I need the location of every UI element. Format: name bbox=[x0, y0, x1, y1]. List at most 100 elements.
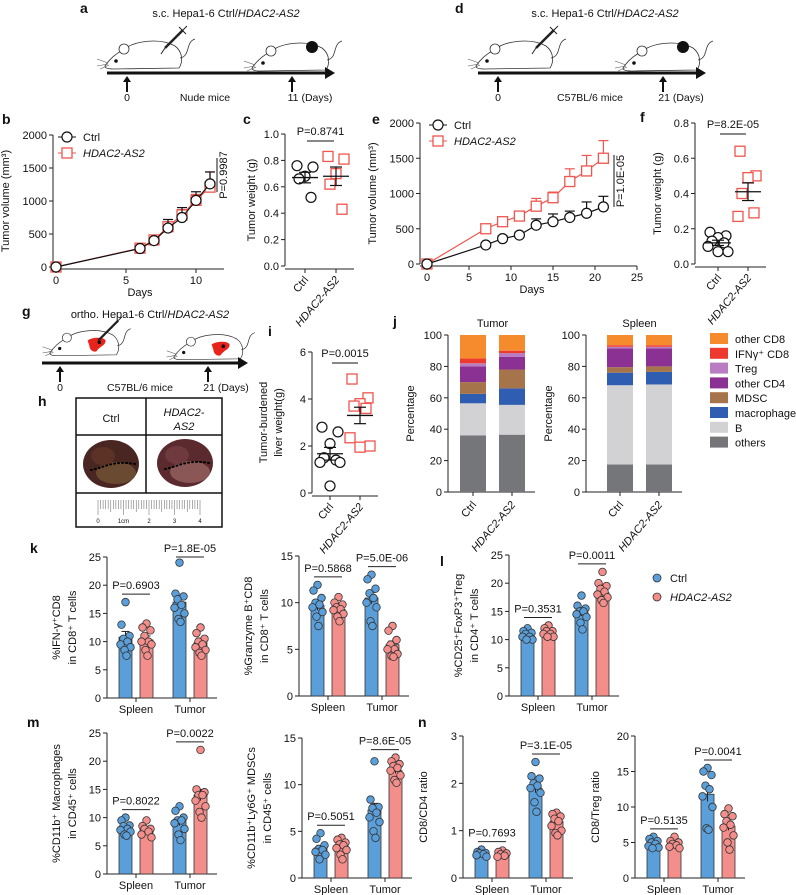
data-point bbox=[335, 617, 344, 626]
data-point bbox=[720, 809, 729, 819]
legend-swatch bbox=[710, 362, 728, 374]
data-point bbox=[318, 607, 327, 617]
mouse-eye bbox=[485, 59, 489, 63]
data-point bbox=[312, 834, 321, 843]
legend-swatch bbox=[710, 421, 728, 433]
data-point bbox=[201, 802, 210, 811]
day-end-label: 21 (Days) bbox=[203, 382, 249, 394]
x-tick-label: 15 bbox=[547, 272, 559, 284]
stack-segment-other-cd4 bbox=[460, 366, 486, 383]
y-tick-label: 10 bbox=[284, 780, 296, 792]
x-category-label: Tumor bbox=[174, 704, 206, 716]
data-point bbox=[50, 261, 62, 273]
ruler-label: 4 bbox=[198, 519, 202, 525]
data-point bbox=[547, 192, 559, 204]
data-point bbox=[396, 771, 405, 780]
data-point bbox=[180, 609, 189, 618]
mouse-body bbox=[173, 334, 244, 361]
ruler-label: 1cm bbox=[118, 519, 129, 525]
data-point bbox=[363, 575, 372, 584]
y-tick-label: 0 bbox=[95, 693, 101, 705]
data-point bbox=[324, 178, 336, 190]
legend-swatch bbox=[710, 407, 728, 418]
y-tick-label: 100 bbox=[424, 330, 442, 342]
data-point bbox=[138, 623, 147, 632]
x-category-label: Ctrl bbox=[291, 274, 311, 295]
y-axis-label: Tumor volume (mm³) bbox=[367, 142, 379, 244]
p-value: P=0.7693 bbox=[468, 828, 515, 840]
data-point bbox=[482, 852, 491, 861]
data-point bbox=[513, 229, 526, 241]
p-value: P=0.5135 bbox=[640, 815, 687, 827]
mouse-tail bbox=[550, 38, 567, 59]
arrow-head bbox=[494, 76, 502, 82]
x-category-label: Ctrl bbox=[459, 499, 479, 520]
x-tick-label: 5 bbox=[466, 272, 472, 284]
mouse-body bbox=[104, 40, 183, 70]
data-point bbox=[372, 808, 381, 817]
legend-label-treat: HDAC2-AS2 bbox=[83, 148, 145, 160]
data-point bbox=[389, 652, 398, 661]
legend-label: other CD4 bbox=[735, 378, 785, 390]
x-category-label: Tumor bbox=[530, 884, 562, 895]
data-point bbox=[177, 816, 186, 825]
p-value: P=0.0022 bbox=[166, 728, 213, 740]
data-point bbox=[308, 603, 317, 612]
p-value: P=0.8741 bbox=[297, 126, 344, 138]
data-point bbox=[198, 790, 207, 800]
mouse-start bbox=[96, 25, 196, 70]
data-point bbox=[370, 757, 379, 766]
arrow-head bbox=[659, 76, 667, 82]
y-tick-label: 0 bbox=[287, 691, 293, 703]
p-value: P=3.1E-05 bbox=[520, 740, 572, 752]
column-header-ctrl: Ctrl bbox=[102, 413, 119, 425]
y-axis-label: Tumor-burdened bbox=[258, 382, 270, 464]
y-tick-label: 500 bbox=[396, 224, 414, 236]
stack-segment-treg bbox=[499, 353, 525, 357]
data-point bbox=[291, 160, 303, 172]
stack-segment-mdsc bbox=[607, 367, 633, 373]
legend-marker-ctrl bbox=[432, 119, 444, 131]
y-tick-label: 10 bbox=[617, 802, 629, 814]
stack-segment-treg bbox=[460, 363, 486, 367]
y-tick-label: 5 bbox=[287, 644, 293, 656]
x-category-label: Ctrl bbox=[704, 272, 724, 293]
data-point bbox=[597, 152, 610, 164]
y-tick-label: 0.4 bbox=[674, 189, 689, 201]
y-axis-label: in CD45⁺ cells bbox=[67, 768, 79, 839]
arrow-head bbox=[288, 76, 296, 82]
y-tick-label: 0 bbox=[574, 487, 580, 499]
y-axis-label: %IFN-γ⁺CD8 bbox=[51, 595, 63, 659]
data-point bbox=[665, 842, 674, 851]
mouse-tail bbox=[697, 40, 714, 61]
data-point bbox=[137, 830, 146, 839]
y-tick-label: 1500 bbox=[390, 153, 414, 165]
stack-segment-other-cd4 bbox=[607, 348, 633, 368]
title-italic: HDAC2-AS2 bbox=[238, 8, 300, 20]
stack-segment-macrophage bbox=[646, 371, 672, 385]
data-point bbox=[564, 175, 576, 188]
data-point bbox=[392, 778, 401, 787]
stack-segment-others bbox=[460, 435, 486, 492]
panel-label-a: a bbox=[80, 0, 88, 16]
data-point bbox=[496, 216, 509, 228]
mouse-tail bbox=[241, 332, 255, 351]
data-point bbox=[315, 600, 324, 609]
data-point bbox=[362, 598, 371, 607]
data-point bbox=[707, 770, 716, 780]
data-point bbox=[324, 480, 336, 492]
mouse-body bbox=[475, 40, 554, 70]
x-category-label: Tumor bbox=[576, 702, 608, 714]
mouse-end bbox=[243, 40, 343, 72]
liver bbox=[211, 341, 230, 356]
title-italic: HDAC2-AS2 bbox=[167, 309, 229, 321]
data-point bbox=[553, 831, 562, 840]
syringe-needle bbox=[531, 25, 559, 55]
legend-label-ctrl: Ctrl bbox=[670, 573, 687, 585]
x-axis-label: Days bbox=[127, 287, 153, 299]
data-point bbox=[393, 763, 402, 773]
arrow-head bbox=[204, 366, 212, 372]
liver-tumor-region bbox=[170, 461, 210, 483]
data-point bbox=[122, 831, 131, 840]
legend-label-treat: HDAC2-AS2 bbox=[670, 592, 732, 604]
